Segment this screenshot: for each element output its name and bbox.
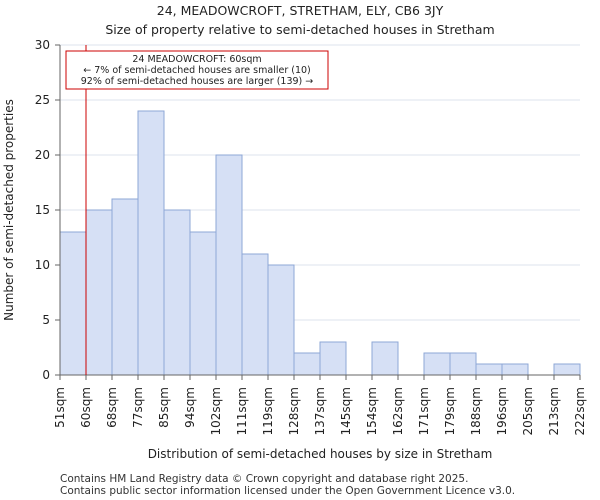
histogram-bar xyxy=(319,341,347,376)
y-tick-label: 15 xyxy=(35,203,50,217)
x-axis-title: Distribution of semi-detached houses by … xyxy=(148,447,493,461)
x-tick-label: 77sqm xyxy=(131,387,145,428)
x-tick-label: 222sqm xyxy=(573,387,587,435)
x-tick-label: 111sqm xyxy=(235,387,249,435)
x-tick-label: 188sqm xyxy=(469,387,483,435)
histogram-bar xyxy=(215,154,243,376)
annotation-box xyxy=(65,50,329,90)
x-tick-label: 196sqm xyxy=(495,387,509,435)
x-tick-label: 128sqm xyxy=(287,387,301,435)
y-tick-label: 10 xyxy=(35,258,50,272)
histogram-bar xyxy=(423,352,451,376)
annotation-text: ← 7% of semi-detached houses are smaller… xyxy=(83,65,311,76)
y-tick-label: 20 xyxy=(35,148,50,162)
x-tick-label: 137sqm xyxy=(313,387,327,435)
x-tick-label: 102sqm xyxy=(209,387,223,435)
y-tick-label: 25 xyxy=(35,93,50,107)
x-tick-label: 51sqm xyxy=(53,387,67,428)
y-tick-label: 0 xyxy=(42,368,50,382)
annotation-text: 24 MEADOWCROFT: 60sqm xyxy=(132,54,261,65)
x-tick-label: 205sqm xyxy=(521,387,535,435)
histogram-bar xyxy=(59,231,87,376)
footer-licence: Contains public sector information licen… xyxy=(60,485,516,497)
y-tick-label: 5 xyxy=(42,313,50,327)
histogram-bar xyxy=(267,264,295,376)
histogram-bar xyxy=(85,209,113,376)
histogram-bar xyxy=(553,363,581,376)
chart-title: Size of property relative to semi-detach… xyxy=(105,22,495,37)
x-tick-label: 213sqm xyxy=(547,387,561,435)
x-tick-label: 162sqm xyxy=(391,387,405,435)
histogram-bar xyxy=(137,110,165,376)
x-tick-label: 60sqm xyxy=(79,387,93,428)
histogram-bar xyxy=(475,363,503,376)
histogram-bar xyxy=(371,341,399,376)
histogram-bar xyxy=(189,231,217,376)
histogram-bar xyxy=(449,352,477,376)
histogram-bar xyxy=(501,363,529,376)
x-tick-label: 154sqm xyxy=(365,387,379,435)
annotation-text: 92% of semi-detached houses are larger (… xyxy=(81,76,314,87)
x-tick-label: 68sqm xyxy=(105,387,119,428)
y-axis-title: Number of semi-detached properties xyxy=(2,99,16,321)
histogram-bar xyxy=(163,209,191,376)
x-tick-label: 171sqm xyxy=(417,387,431,435)
x-tick-label: 179sqm xyxy=(443,387,457,435)
x-tick-label: 145sqm xyxy=(339,387,353,435)
histogram-bar xyxy=(111,198,139,376)
x-tick-label: 85sqm xyxy=(157,387,171,428)
footer-copyright: Contains HM Land Registry data © Crown c… xyxy=(60,473,469,485)
x-tick-label: 119sqm xyxy=(261,387,275,435)
y-tick-label: 30 xyxy=(35,38,50,52)
histogram-bar xyxy=(241,253,269,376)
histogram-bar xyxy=(293,352,321,376)
x-tick-label: 94sqm xyxy=(183,387,197,428)
chart-title-address: 24, MEADOWCROFT, STRETHAM, ELY, CB6 3JY xyxy=(156,3,444,18)
